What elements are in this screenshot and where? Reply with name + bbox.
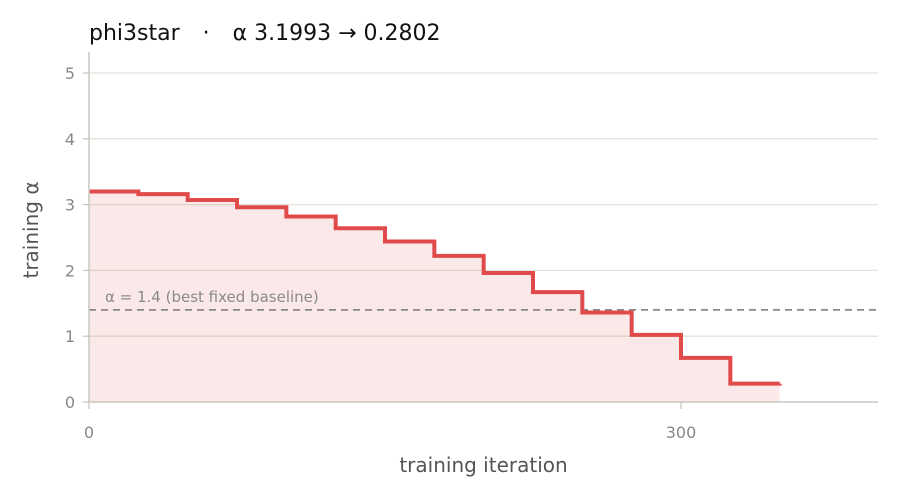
title-model: phi3star: [89, 21, 181, 46]
x-tick-label: 300: [666, 423, 697, 442]
alpha-step-line: [89, 189, 782, 386]
title-alpha-range: α 3.1993 → 0.2802: [233, 21, 441, 46]
y-axis-ticks: 0 1 2 3 4 5: [65, 64, 89, 412]
y-axis-label: training α: [19, 181, 43, 278]
baseline-label: α = 1.4 (best fixed baseline): [105, 288, 319, 306]
x-tick-label: 0: [84, 423, 94, 442]
y-tick-label: 1: [65, 327, 75, 346]
x-axis-ticks: 0 300: [84, 402, 696, 442]
title-separator: ·: [203, 21, 210, 46]
y-tick-label: 4: [65, 130, 75, 149]
area-fill: [89, 191, 780, 402]
y-tick-label: 5: [65, 64, 75, 83]
x-axis-label: training iteration: [399, 453, 567, 477]
y-tick-label: 0: [65, 393, 75, 412]
y-tick-label: 3: [65, 196, 75, 215]
y-tick-label: 2: [65, 261, 75, 280]
gridlines: [89, 72, 878, 337]
chart-title: phi3star · α 3.1993 → 0.2802: [89, 21, 441, 46]
